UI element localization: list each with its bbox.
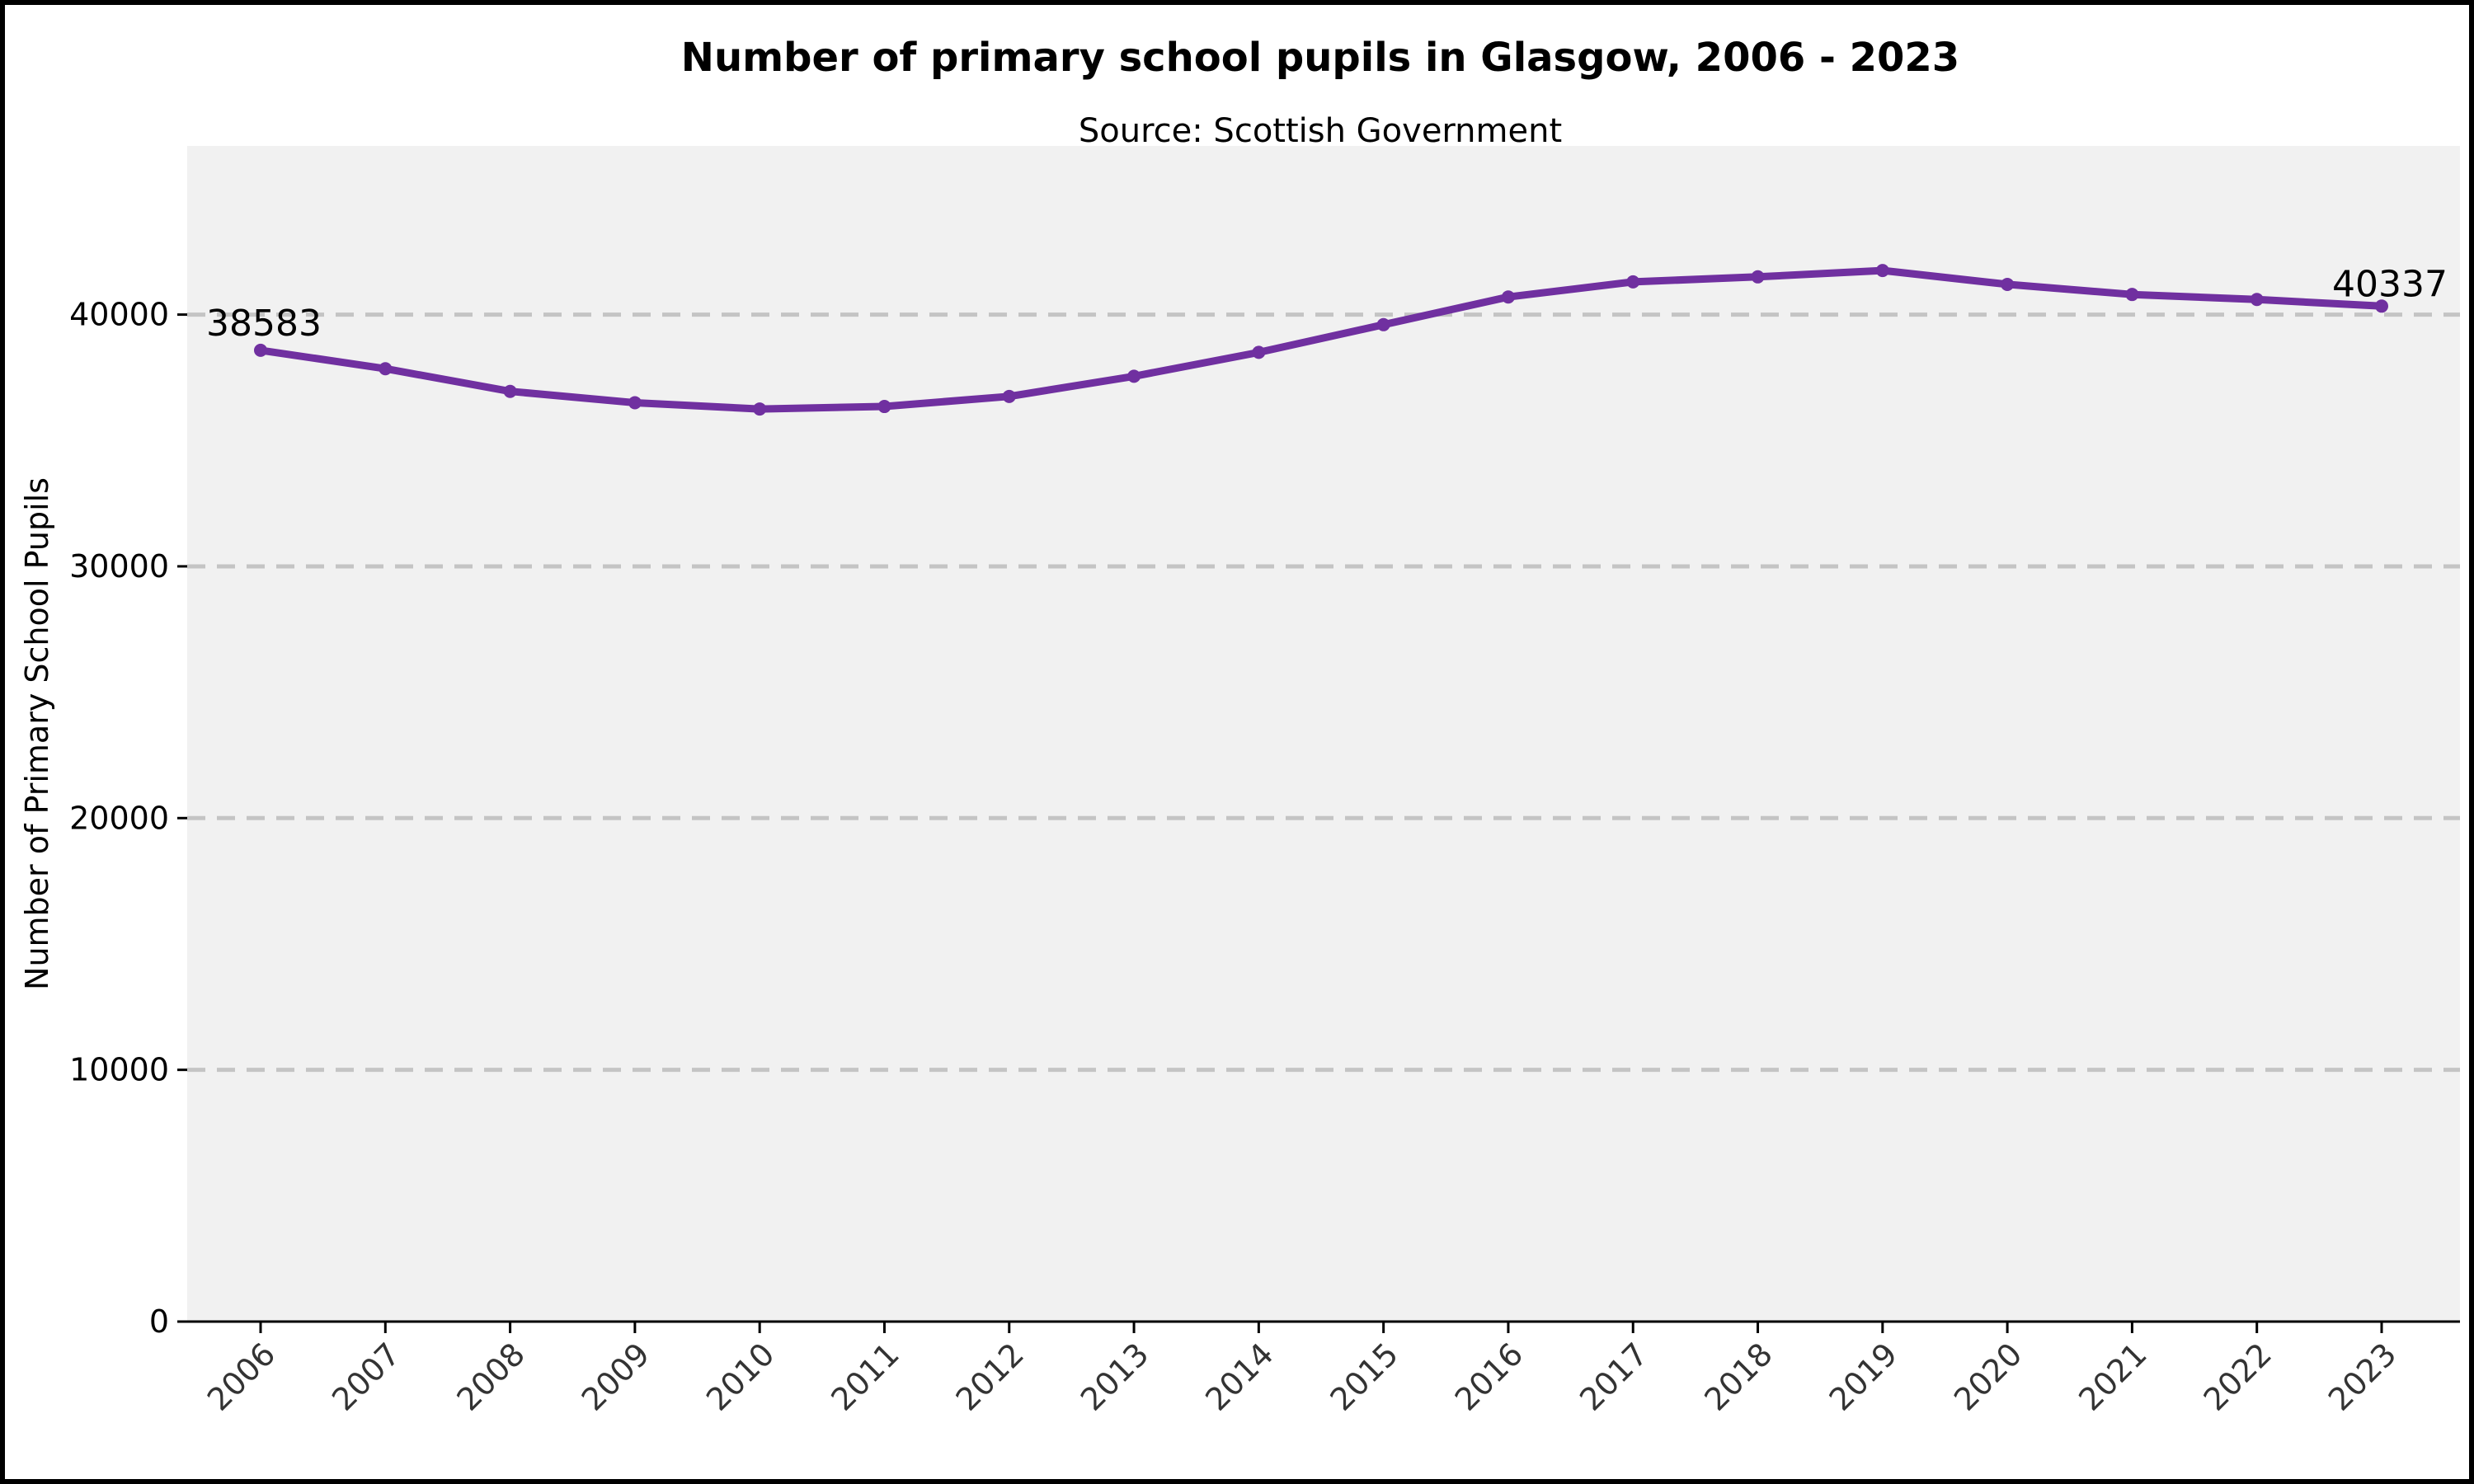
x-tick-label: 2022 xyxy=(2197,1336,2279,1418)
data-point-2017 xyxy=(1626,275,1640,289)
chart-subtitle: Source: Scottish Government xyxy=(1079,112,1562,150)
chart-title: Number of primary school pupils in Glasg… xyxy=(681,35,1959,81)
y-axis-ticks: 0 10000 20000 30000 40000 xyxy=(69,297,187,1340)
data-point-2021 xyxy=(2125,288,2139,302)
x-tick-label: 2023 xyxy=(2321,1336,2404,1418)
x-tick-label: 2017 xyxy=(1573,1336,1655,1418)
data-label-2023: 40337 xyxy=(2332,263,2448,305)
x-tick-label: 2010 xyxy=(699,1336,782,1418)
line-chart: Number of primary school pupils in Glasg… xyxy=(19,35,2460,1418)
y-tick-label: 30000 xyxy=(69,548,169,585)
grid-lines xyxy=(187,312,2460,1073)
x-tick-label: 2018 xyxy=(1697,1336,1780,1418)
x-tick-label: 2016 xyxy=(1448,1336,1531,1418)
x-tick-label: 2021 xyxy=(2072,1336,2154,1418)
x-tick-label: 2013 xyxy=(1074,1336,1156,1418)
x-tick-label: 2006 xyxy=(200,1336,283,1418)
series-line xyxy=(256,266,2386,413)
x-axis-ticks: 2006 2007 2008 2009 2010 2011 2012 2013 2014 2015… xyxy=(200,1322,2404,1418)
y-tick-label: 10000 xyxy=(69,1052,169,1088)
data-point-2020 xyxy=(2001,277,2015,291)
data-point-2016 xyxy=(1501,290,1515,304)
data-point-2014 xyxy=(1252,345,1266,359)
data-point-2011 xyxy=(877,400,891,414)
x-tick-label: 2011 xyxy=(824,1336,906,1418)
data-point-2013 xyxy=(1127,369,1141,383)
data-point-2009 xyxy=(628,396,642,410)
x-tick-label: 2012 xyxy=(949,1336,1032,1418)
data-point-2023 xyxy=(2375,299,2388,313)
x-tick-label: 2009 xyxy=(575,1336,657,1418)
data-point-2007 xyxy=(379,362,393,376)
x-tick-label: 2015 xyxy=(1324,1336,1406,1418)
y-tick-label: 40000 xyxy=(69,297,169,333)
data-point-2006 xyxy=(254,343,267,357)
data-point-2012 xyxy=(1002,389,1016,403)
data-point-2010 xyxy=(753,402,767,416)
x-tick-label: 2020 xyxy=(1947,1336,2030,1418)
data-points xyxy=(254,264,2388,416)
x-tick-label: 2008 xyxy=(449,1336,532,1418)
data-point-2008 xyxy=(503,384,517,398)
x-tick-label: 2014 xyxy=(1198,1336,1281,1418)
data-point-2019 xyxy=(1875,264,1889,278)
y-tick-label: 20000 xyxy=(69,800,169,836)
x-tick-label: 2007 xyxy=(325,1336,407,1418)
plot-area xyxy=(187,146,2460,1322)
y-tick-label: 0 xyxy=(149,1303,169,1340)
data-point-2022 xyxy=(2250,293,2264,307)
data-point-2015 xyxy=(1376,317,1390,331)
x-tick-label: 2019 xyxy=(1823,1336,1905,1418)
data-label-2006: 38583 xyxy=(206,303,322,345)
y-axis-label: Number of Primary School Pupils xyxy=(19,477,55,990)
data-annotations: 38583 40337 xyxy=(206,263,2448,345)
data-point-2018 xyxy=(1751,270,1765,284)
